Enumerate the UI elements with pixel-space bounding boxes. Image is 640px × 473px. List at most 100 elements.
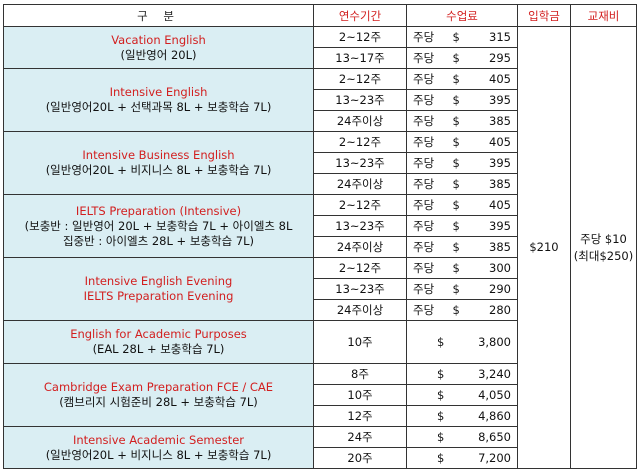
tuition-cell: 주당 $405 — [406, 194, 518, 216]
fee-amount-group: $395 — [453, 156, 511, 170]
course-title: IELTS Preparation Evening — [83, 289, 234, 303]
currency-symbol: $ — [452, 51, 460, 65]
course-description: (보충반 : 일반영어 20L + 보충학습 7L + 아이엘츠 8L — [24, 218, 293, 233]
table-row: English for Academic Purposes (EAL 28L + … — [3, 320, 637, 364]
table-row: Intensive Academic Semester (일반영어20L + 비지… — [3, 426, 637, 469]
table-row: 13~23주 주당 $290 — [4, 278, 637, 300]
currency-symbol: $ — [437, 367, 445, 381]
tuition-cell: 주당 $395 — [406, 89, 518, 111]
course-title: Vacation English — [111, 32, 206, 47]
fee-amount: 395 — [489, 93, 511, 107]
duration-cell: 2~12주 — [313, 68, 407, 90]
currency-symbol: $ — [437, 388, 445, 402]
fee-unit: 주당 — [413, 282, 435, 296]
currency-symbol: $ — [452, 240, 460, 254]
duration-cell: 13~23주 — [313, 89, 407, 111]
duration-cell: 13~23주 — [313, 152, 407, 174]
fee-amount: 395 — [489, 156, 511, 170]
duration-cell: 24주이상 — [313, 299, 407, 321]
tuition-cell: $4,860 — [406, 405, 518, 427]
fee-amount: 4,860 — [478, 409, 511, 423]
table-row: 12주 $4,860 — [4, 405, 637, 427]
table-row: Vacation English (일반영어 20L) 2~12주 주당 $315 $21… — [3, 26, 637, 469]
tuition-cell: $4,050 — [406, 384, 518, 406]
duration-cell: 2~12주 — [313, 131, 407, 153]
fee-amount-group: $405 — [453, 135, 511, 149]
fee-unit: 주당 — [413, 261, 435, 275]
fee-amount-group: $315 — [453, 30, 511, 44]
duration-cell: 13~23주 — [313, 278, 407, 300]
fee-amount-group: $290 — [453, 282, 511, 296]
fee-amount-group: $385 — [453, 114, 511, 128]
course-name-cell: Intensive English Evening IELTS Preparati… — [3, 257, 314, 321]
fee-amount-group: $3,800 — [437, 335, 511, 349]
currency-symbol: $ — [452, 261, 460, 275]
duration-cell: 13~23주 — [313, 215, 407, 237]
table-row: Intensive English Evening IELTS Preparati… — [3, 257, 637, 321]
course-name-cell: Intensive English (일반영어20L + 선택과목 8L + 보충… — [3, 68, 314, 132]
fee-unit: 주당 — [413, 93, 435, 107]
duration-cell: 24주이상 — [313, 173, 407, 195]
table-row: Cambridge Exam Preparation FCE / CAE (캠브리… — [3, 363, 637, 427]
course-description: (일반영어 20L) — [120, 47, 197, 62]
tuition-cell: 주당 $295 — [406, 47, 518, 69]
table-row: 24주이상 주당 $385 — [4, 110, 637, 132]
header-enrollment: 입학금 — [517, 4, 571, 27]
course-title: Intensive English — [109, 85, 208, 99]
currency-symbol: $ — [437, 430, 445, 444]
header-category: 구 분 — [3, 4, 314, 27]
tuition-cell: 주당 $405 — [406, 68, 518, 90]
course-description: (일반영어20L + 선택과목 8L + 보충학습 7L) — [45, 100, 272, 114]
currency-symbol: $ — [437, 335, 445, 349]
fee-amount: 295 — [489, 51, 511, 65]
course-description: 집중반 : 아이엘츠 28L + 보충학습 7L) — [62, 233, 255, 248]
textbook-fee-cell: 주당 $10 (최대$250) — [570, 26, 637, 469]
fee-unit: 주당 — [413, 51, 435, 65]
fee-amount-group: $3,240 — [437, 367, 511, 381]
course-title: Intensive Business English — [82, 148, 235, 162]
course-name-cell: Cambridge Exam Preparation FCE / CAE (캠브리… — [3, 363, 314, 427]
fee-amount: 385 — [489, 114, 511, 128]
course-description: (캠브리지 시험준비 28L + 보충학습 7L) — [59, 395, 258, 409]
fee-unit: 주당 — [413, 240, 435, 254]
fee-amount: 385 — [489, 240, 511, 254]
fee-amount-group: $8,650 — [437, 430, 511, 444]
tuition-cell: 주당 $290 — [406, 278, 518, 300]
tuition-table: 구 분 연수기간 수업료 입학금 교재비 Vacation English (일반… — [3, 4, 637, 469]
currency-symbol: $ — [452, 72, 460, 86]
fee-amount: 3,800 — [478, 335, 511, 349]
tuition-cell: 주당 $405 — [406, 131, 518, 153]
tuition-cell: $3,800 — [406, 320, 518, 364]
fee-amount: 8,650 — [478, 430, 511, 444]
currency-symbol: $ — [452, 177, 460, 191]
currency-symbol: $ — [452, 303, 460, 317]
duration-cell: 13~17주 — [313, 47, 407, 69]
currency-symbol: $ — [437, 451, 445, 465]
fee-unit: 주당 — [413, 72, 435, 86]
fee-amount: 385 — [489, 177, 511, 191]
tuition-cell: $3,240 — [406, 363, 518, 385]
course-description: (일반영어20L + 비지니스 8L + 보충학습 7L) — [45, 447, 272, 462]
fee-amount: 405 — [489, 72, 511, 86]
currency-symbol: $ — [437, 409, 445, 423]
fee-unit: 주당 — [413, 177, 435, 191]
duration-cell: 2~12주 — [313, 194, 407, 216]
currency-symbol: $ — [452, 156, 460, 170]
tuition-cell: $8,650 — [406, 426, 518, 448]
fee-amount-group: $280 — [453, 303, 511, 317]
textbook-fee-weekly: 주당 $10 — [580, 231, 627, 246]
fee-unit: 주당 — [413, 156, 435, 170]
fee-amount-group: $7,200 — [437, 451, 511, 465]
course-name-cell: Vacation English (일반영어 20L) — [3, 26, 314, 69]
table-row: IELTS Preparation (Intensive) (보충반 : 일반영어… — [3, 194, 637, 258]
course-name-cell: Intensive Academic Semester (일반영어20L + 비지… — [3, 426, 314, 469]
fee-amount: 290 — [489, 282, 511, 296]
tuition-cell: 주당 $385 — [406, 236, 518, 258]
fee-amount-group: $405 — [453, 72, 511, 86]
fee-amount: 4,050 — [478, 388, 511, 402]
tuition-cell: 주당 $385 — [406, 110, 518, 132]
course-description: (EAL 28L + 보충학습 7L) — [92, 342, 225, 356]
course-name-cell: English for Academic Purposes (EAL 28L + … — [3, 320, 314, 364]
fee-amount-group: $405 — [453, 198, 511, 212]
duration-cell: 2~12주 — [313, 257, 407, 279]
